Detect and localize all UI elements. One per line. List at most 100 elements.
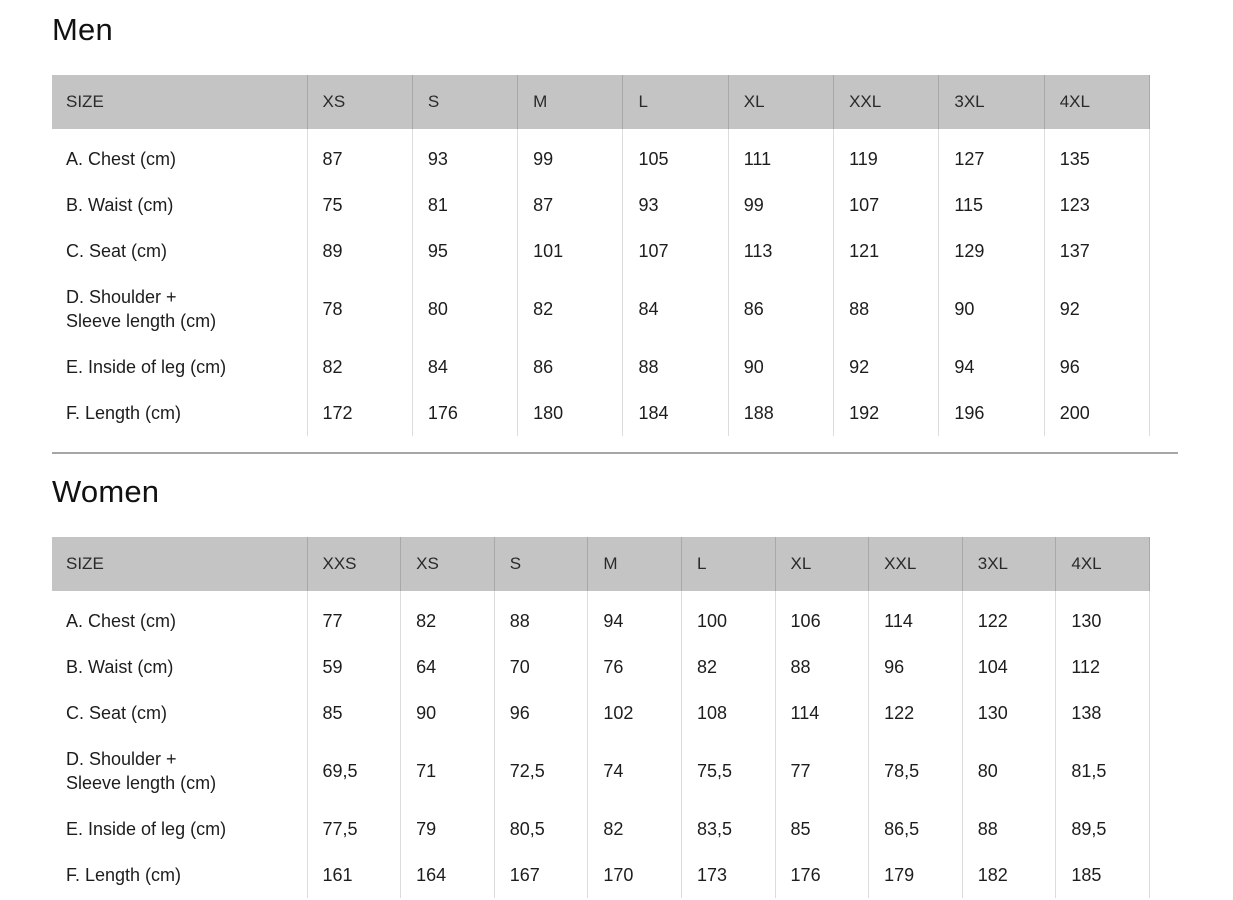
measurement-value: 176 [774,852,869,898]
measurement-value: 79 [400,806,495,852]
measurement-value: 82 [587,806,682,852]
measurement-value: 88 [833,274,939,344]
measurement-value: 84 [411,344,518,390]
measurement-value: 93 [622,182,729,228]
measurement-value: 90 [400,690,495,736]
size-header-cell: XL [727,75,834,129]
measurement-value: 137 [1043,228,1151,274]
measurement-value: 87 [517,182,623,228]
measurement-value: 99 [517,129,623,182]
table-row: F. Length (cm) 172 176 180 184 188 192 196 200 [52,390,1151,436]
measurement-value: 102 [587,690,682,736]
measurement-value: 70 [493,644,588,690]
measurement-label: B. Waist (cm) [66,657,174,677]
measurement-value: 74 [587,736,682,806]
measurement-value: 88 [961,806,1056,852]
measurement-value: 88 [774,644,869,690]
measurement-value: 180 [517,390,623,436]
measurement-value: 179 [868,852,963,898]
measurement-value: 96 [1043,344,1151,390]
measurement-value: 135 [1043,129,1151,182]
measurement-value: 96 [493,690,588,736]
measurement-value: 77,5 [306,806,401,852]
size-header-cell: 3XL [938,75,1045,129]
measurement-value: 96 [868,644,963,690]
measurement-value: 78,5 [868,736,963,806]
measurement-value: 72,5 [493,736,588,806]
measurement-value: 104 [961,644,1056,690]
measurement-value: 138 [1055,690,1150,736]
measurement-label: C. Seat (cm) [66,241,168,261]
size-header-cell: L [622,75,729,129]
measurement-value: 123 [1043,182,1151,228]
measurement-value: 164 [400,852,495,898]
measurement-value: 105 [622,129,729,182]
size-column-header: SIZE [52,75,307,129]
measurement-value: 83,5 [680,806,776,852]
measurement-label: E. Inside of leg (cm) [66,819,227,839]
table-row: D. Shoulder + Sleeve length (cm) 78 80 82 84 8… [52,274,1151,344]
measurement-value: 89 [306,228,413,274]
size-header-cell: M [517,75,623,129]
size-header-cell: S [493,537,588,591]
measurement-value: 129 [938,228,1045,274]
measurement-value: 59 [306,644,401,690]
measurement-value: 78 [306,274,413,344]
measurement-value: 107 [833,182,939,228]
measurement-value: 80 [411,274,518,344]
measurement-value: 176 [411,390,518,436]
women-size-section: Women SIZE XXS XS S M L XL XXL 3XL 4XL A. Chest (c… [52,474,1233,898]
measurement-value: 75 [306,182,413,228]
size-header-cell: XXS [306,537,401,591]
measurement-value: 115 [938,182,1045,228]
measurement-value: 170 [587,852,682,898]
measurement-value: 122 [868,690,963,736]
measurement-value: 130 [1055,591,1150,644]
measurement-label: F. Length (cm) [66,403,182,423]
size-header-cell: XXL [833,75,939,129]
measurement-value: 64 [400,644,495,690]
measurement-value: 182 [961,852,1056,898]
measurement-value: 161 [306,852,401,898]
measurement-label: F. Length (cm) [66,865,182,885]
measurement-value: 92 [1043,274,1151,344]
measurement-value: 111 [727,129,834,182]
table-row: A. Chest (cm) 87 93 99 105 111 119 127 135 [52,129,1151,182]
measurement-value: 196 [938,390,1045,436]
table-row: C. Seat (cm) 85 90 96 102 108 114 122 130 138 [52,690,1150,736]
size-header-cell: L [680,537,776,591]
size-header-cell: 4XL [1043,75,1151,129]
measurement-value: 173 [680,852,776,898]
measurement-value: 184 [622,390,729,436]
measurement-label: D. Shoulder + Sleeve length (cm) [66,287,217,331]
measurement-value: 81 [411,182,518,228]
measurement-value: 76 [587,644,682,690]
measurement-value: 167 [493,852,588,898]
measurement-value: 200 [1043,390,1151,436]
measurement-value: 94 [587,591,682,644]
measurement-value: 99 [727,182,834,228]
measurement-label: D. Shoulder + Sleeve length (cm) [66,749,217,793]
table-row: B. Waist (cm) 75 81 87 93 99 107 115 123 [52,182,1151,228]
measurement-value: 101 [517,228,623,274]
measurement-value: 122 [961,591,1056,644]
measurement-value: 85 [306,690,401,736]
table-row: E. Inside of leg (cm) 77,5 79 80,5 82 83,5 85 8… [52,806,1150,852]
measurement-value: 80 [961,736,1056,806]
measurement-value: 107 [622,228,729,274]
measurement-value: 112 [1055,644,1150,690]
measurement-value: 82 [400,591,495,644]
size-table-header-row: SIZE XS S M L XL XXL 3XL 4XL [52,75,1151,129]
table-row: D. Shoulder + Sleeve length (cm) 69,5 71 72,… [52,736,1150,806]
measurement-value: 95 [411,228,518,274]
measurement-label: E. Inside of leg (cm) [66,357,227,377]
table-row: C. Seat (cm) 89 95 101 107 113 121 129 137 [52,228,1151,274]
measurement-value: 121 [833,228,939,274]
size-header-cell: XS [400,537,495,591]
measurement-value: 90 [727,344,834,390]
size-header-cell: 3XL [961,537,1056,591]
measurement-value: 84 [622,274,729,344]
measurement-value: 113 [727,228,834,274]
table-row: E. Inside of leg (cm) 82 84 86 88 90 92 94 96 [52,344,1151,390]
